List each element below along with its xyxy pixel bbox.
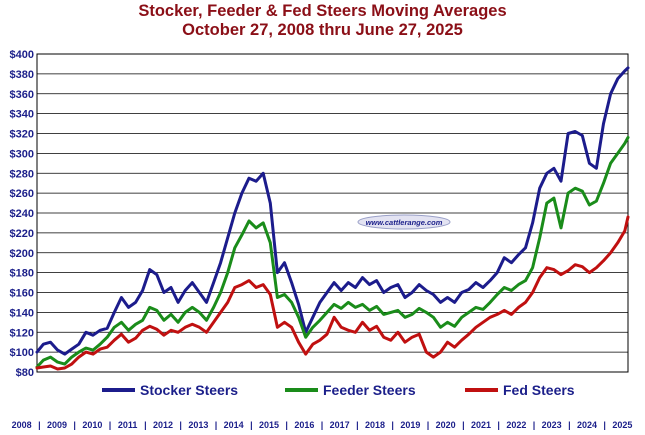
y-tick-label: $400 bbox=[10, 49, 34, 61]
year-separator: | bbox=[285, 420, 288, 430]
year-separator: | bbox=[179, 420, 182, 430]
y-tick-label: $160 bbox=[10, 288, 34, 300]
y-tick-label: $280 bbox=[10, 168, 34, 180]
chart-title-line1: Stocker, Feeder & Fed Steers Moving Aver… bbox=[138, 2, 507, 20]
year-separator: | bbox=[533, 420, 536, 430]
year-label: 2017 bbox=[330, 420, 350, 430]
year-separator: | bbox=[109, 420, 112, 430]
y-tick-label: $240 bbox=[10, 208, 34, 220]
series-line-stocker-steers bbox=[35, 66, 630, 356]
series-lines bbox=[35, 66, 630, 371]
year-label: 2024 bbox=[577, 420, 597, 430]
year-label: 2018 bbox=[365, 420, 385, 430]
year-label: 2015 bbox=[259, 420, 279, 430]
chart-title-line2: October 27, 2008 thru June 27, 2025 bbox=[182, 21, 463, 39]
y-tick-label: $180 bbox=[10, 268, 34, 280]
year-separator: | bbox=[250, 420, 253, 430]
year-label: 2013 bbox=[188, 420, 208, 430]
year-label: 2016 bbox=[294, 420, 314, 430]
year-separator: | bbox=[144, 420, 147, 430]
legend-label-fed-steers: Fed Steers bbox=[503, 382, 575, 398]
year-label: 2010 bbox=[82, 420, 102, 430]
legend-label-stocker-steers: Stocker Steers bbox=[140, 382, 238, 398]
series-line-feeder-steers bbox=[35, 136, 630, 369]
y-tick-label: $80 bbox=[16, 367, 34, 379]
legend: Stocker Steers Feeder Steers Fed Steers bbox=[102, 382, 575, 398]
year-axis-labels: 2008 | 2009 | 2010 | 2011 | 2012 | 2013 | 2014 | 2015 |… bbox=[12, 420, 633, 430]
year-separator: | bbox=[603, 420, 606, 430]
y-tick-label: $360 bbox=[10, 89, 34, 101]
year-label: 2021 bbox=[471, 420, 491, 430]
y-tick-label: $320 bbox=[10, 129, 34, 141]
year-label: 2025 bbox=[612, 420, 632, 430]
year-label: 2023 bbox=[542, 420, 562, 430]
series-line-fed-steers bbox=[35, 215, 630, 371]
year-separator: | bbox=[73, 420, 76, 430]
watermark: www.cattlerange.com bbox=[357, 214, 451, 230]
y-axis-ticks: $80 $100 $120 $140 $160 $180 $200 $220 $240 $260 $… bbox=[10, 49, 34, 379]
y-tick-label: $220 bbox=[10, 228, 34, 240]
year-separator: | bbox=[321, 420, 324, 430]
y-tick-label: $300 bbox=[10, 148, 34, 160]
y-tick-label: $380 bbox=[10, 69, 34, 81]
year-label: 2008 bbox=[12, 420, 32, 430]
year-separator: | bbox=[215, 420, 218, 430]
y-tick-label: $140 bbox=[10, 307, 34, 319]
y-tick-label: $200 bbox=[10, 248, 34, 260]
year-label: 2011 bbox=[118, 420, 138, 430]
y-tick-label: $100 bbox=[10, 347, 34, 359]
year-separator: | bbox=[38, 420, 41, 430]
year-separator: | bbox=[497, 420, 500, 430]
y-tick-label: $260 bbox=[10, 188, 34, 200]
year-separator: | bbox=[356, 420, 359, 430]
y-tick-label: $340 bbox=[10, 109, 34, 121]
watermark-badge bbox=[357, 214, 451, 230]
year-label: 2022 bbox=[506, 420, 526, 430]
year-label: 2009 bbox=[47, 420, 67, 430]
watermark-text: www.cattlerange.com bbox=[366, 218, 443, 227]
legend-label-feeder-steers: Feeder Steers bbox=[323, 382, 416, 398]
year-label: 2019 bbox=[400, 420, 420, 430]
year-separator: | bbox=[462, 420, 465, 430]
year-label: 2012 bbox=[153, 420, 173, 430]
year-separator: | bbox=[568, 420, 571, 430]
chart-title: Stocker, Feeder & Fed Steers Moving Aver… bbox=[0, 2, 645, 40]
year-separator: | bbox=[427, 420, 430, 430]
year-label: 2014 bbox=[224, 420, 244, 430]
year-separator: | bbox=[391, 420, 394, 430]
year-label: 2020 bbox=[436, 420, 456, 430]
y-tick-label: $120 bbox=[10, 327, 34, 339]
